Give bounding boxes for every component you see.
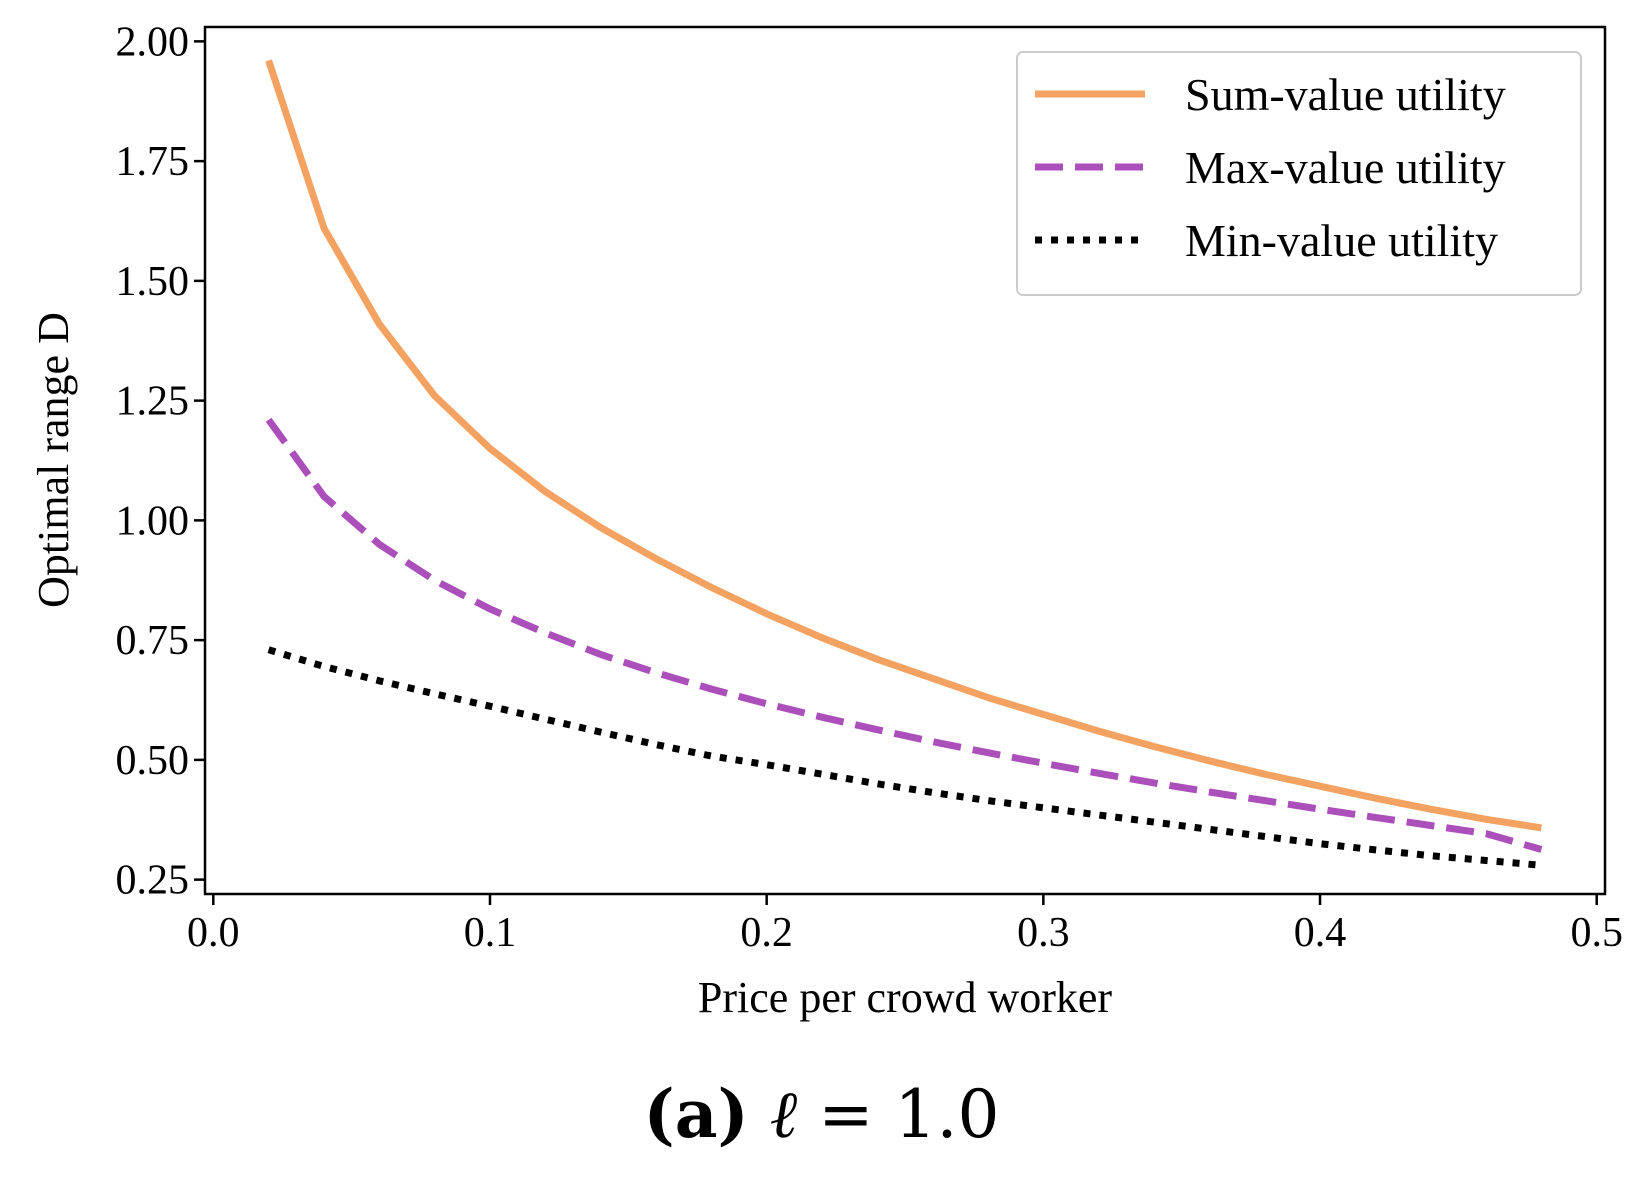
legend: Sum-value utility Max-value utility Min-va…	[1016, 51, 1582, 296]
caption-close-paren: )	[717, 1075, 749, 1153]
x-tick-label: 0.1	[464, 910, 517, 956]
y-axis: 0.25 0.50 0.75 1.00 1.25 1.50 1.75 2.00	[116, 19, 205, 904]
x-tick-label: 0.5	[1570, 910, 1623, 956]
y-tick-label: 1.25	[116, 379, 190, 425]
series-line-2	[265, 417, 1543, 853]
plot-frame	[203, 25, 1607, 896]
x-axis-label: Price per crowd worker	[698, 973, 1113, 1022]
series-lines	[265, 59, 1543, 869]
y-axis-label: Optimal range D	[29, 312, 78, 608]
y-tick-label: 1.50	[116, 259, 190, 305]
series-line-1	[265, 59, 1542, 832]
caption-label: a	[674, 1075, 718, 1153]
legend-label: Min-value utility	[1185, 215, 1498, 266]
x-tick-label: 0.2	[740, 910, 793, 956]
legend-label: Max-value utility	[1185, 142, 1506, 193]
y-tick-label: 0.50	[116, 738, 190, 784]
caption-variable: ℓ	[769, 1076, 798, 1153]
caption-value: 1.0	[894, 1076, 1000, 1153]
y-tick-label: 1.75	[116, 139, 190, 185]
legend-label: Sum-value utility	[1185, 69, 1506, 120]
y-tick-label: 2.00	[116, 19, 190, 65]
y-tick-label: 0.75	[116, 618, 190, 664]
x-tick-label: 0.3	[1017, 910, 1070, 956]
caption-equals: =	[818, 1076, 874, 1153]
y-tick-label: 0.25	[116, 858, 190, 904]
caption-open-paren: (	[643, 1075, 675, 1153]
legend-frame	[1016, 51, 1582, 296]
y-tick-label: 1.00	[116, 498, 190, 544]
series-line-3	[267, 646, 1542, 869]
figure-caption: (a) ℓ = 1.0	[0, 1075, 1643, 1154]
x-tick-label: 0.4	[1294, 910, 1347, 956]
x-axis: 0.0 0.1 0.2 0.3 0.4 0.5	[187, 894, 1623, 956]
x-tick-label: 0.0	[187, 910, 240, 956]
